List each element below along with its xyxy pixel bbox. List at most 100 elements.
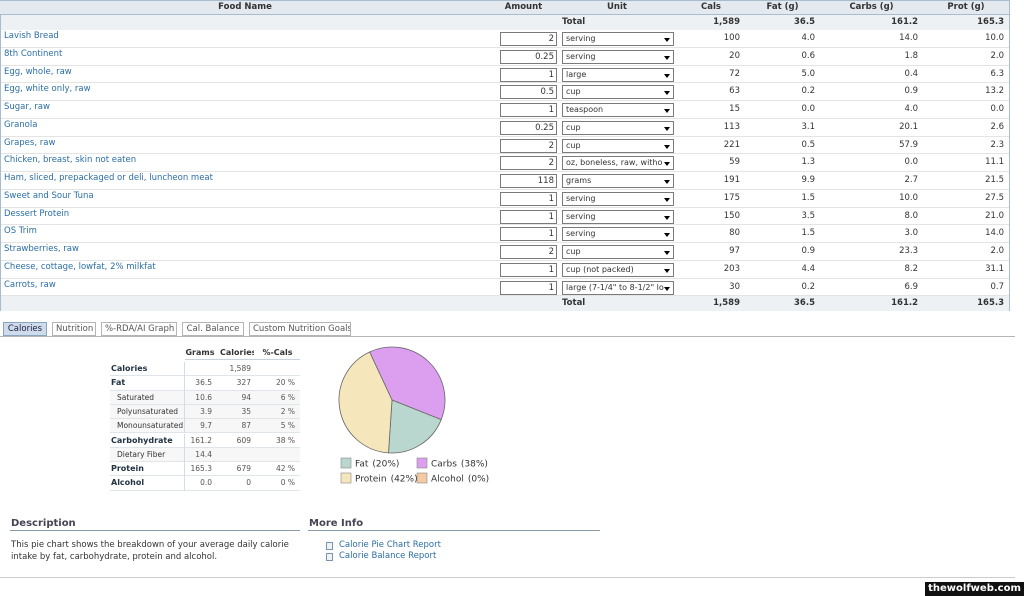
food-name[interactable]: OS Trim (4, 226, 37, 237)
dropdown-arrow (664, 162, 670, 167)
summary-label: Dietary Fiber (117, 449, 166, 459)
amount-input[interactable]: 118 (500, 174, 557, 188)
tab[interactable]: Cal. Balance (182, 322, 244, 336)
food-name[interactable]: Lavish Bread (4, 31, 59, 41)
nutrient-value: 2.3 (990, 139, 1004, 150)
nutrient-value: 221 (723, 139, 740, 150)
summary-value: 0 % (280, 478, 295, 488)
amount-input[interactable]: 1 (500, 67, 557, 82)
nutrient-value: 20.1 (899, 121, 918, 132)
amount-input[interactable]: 1 (500, 227, 557, 242)
unit-select[interactable]: cup (562, 85, 674, 100)
nutrient-value: 97 (729, 246, 740, 256)
summary-value: 36.5 (195, 378, 212, 388)
summary-row (110, 404, 300, 420)
nutrient-value: 20 (729, 50, 740, 61)
amount-input[interactable]: 2 (500, 138, 557, 153)
dropdown-arrow (664, 180, 670, 184)
tab[interactable]: %-RDA/AI Graph (101, 322, 177, 336)
food-name[interactable]: Egg, whole, raw (4, 66, 72, 77)
food-row (1, 119, 1009, 137)
tab[interactable]: Calories (3, 322, 47, 336)
unit-select[interactable]: teaspoon (562, 103, 674, 117)
total-value: 36.5 (794, 298, 815, 308)
summary-row (110, 390, 300, 405)
summary-value: 20 % (275, 378, 295, 388)
unit-select[interactable]: large (7-1/4" to 8-1/2" lo (562, 280, 674, 295)
food-name[interactable]: Sweet and Sour Tuna (4, 190, 94, 201)
unit-select[interactable]: serving (562, 49, 674, 64)
amount-input[interactable]: 1 (500, 262, 557, 277)
link-icon (326, 542, 333, 550)
summary-value: 327 (236, 378, 251, 388)
dropdown-arrow (664, 144, 670, 149)
nutrient-value: 59 (729, 157, 740, 168)
nutrient-value: 27.5 (985, 192, 1004, 203)
unit-select[interactable]: serving (562, 32, 674, 46)
food-name[interactable]: Granola (4, 119, 38, 130)
report-link[interactable]: Calorie Balance Report (339, 551, 437, 561)
nutrient-value: 23.3 (899, 246, 918, 256)
unit-select[interactable]: large (562, 67, 674, 82)
amount-input[interactable]: 0.5 (500, 85, 557, 100)
food-name[interactable]: Strawberries, raw (4, 244, 79, 254)
amount-input[interactable]: 2 (500, 245, 557, 259)
food-name[interactable]: Egg, white only, raw (4, 84, 91, 95)
nutrient-value: 8.0 (904, 210, 918, 221)
food-name[interactable]: Grapes, raw (4, 137, 56, 148)
summary-value: 94 (241, 392, 251, 402)
legend-value: (0%) (468, 475, 489, 485)
summary-label: Alcohol (111, 478, 145, 488)
unit-select[interactable]: serving (562, 227, 674, 242)
amount-input[interactable]: 1 (500, 191, 557, 206)
nutrient-value: 21.5 (985, 175, 1004, 185)
legend-label: Alcohol (0%) (431, 475, 489, 485)
tab[interactable]: Custom Nutrition Goals (249, 322, 351, 336)
summary-row (110, 476, 300, 491)
food-name[interactable]: Dessert Protein (4, 208, 70, 219)
unit-select[interactable]: serving (562, 209, 674, 224)
legend-value: (42%) (391, 475, 418, 485)
legend-value: (38%) (461, 460, 488, 470)
nutrient-value: 1.8 (904, 50, 918, 61)
amount-input[interactable]: 1 (500, 280, 557, 295)
tab[interactable]: Nutrition (52, 322, 96, 336)
amount-input[interactable]: 0.25 (500, 120, 557, 135)
total-value: 161.2 (891, 298, 918, 308)
summary-label: Fat (111, 378, 126, 388)
unit-select[interactable]: oz, boneless, raw, witho (562, 156, 674, 171)
unit-select[interactable]: cup (562, 138, 674, 153)
table-border (1009, 0, 1010, 311)
nutrient-value: 2.6 (990, 121, 1004, 132)
unit-select[interactable]: cup (not packed) (562, 262, 674, 277)
nutrient-value: 6.9 (904, 281, 918, 292)
amount-input[interactable]: 2 (500, 156, 557, 171)
nutrient-value: 30 (729, 281, 740, 292)
nutrient-value: 6.3 (990, 68, 1004, 79)
food-name[interactable]: 8th Continent (4, 48, 63, 59)
food-row (1, 137, 1009, 155)
food-name[interactable]: Carrots, raw (4, 279, 56, 290)
column-divider (184, 419, 185, 434)
food-name[interactable]: Sugar, raw (4, 102, 50, 112)
food-row (1, 190, 1009, 208)
amount-input[interactable]: 2 (500, 32, 557, 46)
food-name[interactable]: Chicken, breast, skin not eaten (4, 155, 137, 166)
nutrient-value: 0.4 (904, 68, 918, 79)
food-name[interactable]: Ham, sliced, prepackaged or deli, lunche… (4, 173, 213, 183)
amount-input[interactable]: 1 (500, 209, 557, 224)
unit-select[interactable]: cup (562, 120, 674, 135)
pie-slice (388, 399, 442, 454)
unit-select[interactable]: grams (562, 174, 674, 188)
unit-select[interactable]: cup (562, 245, 674, 259)
dropdown-arrow (664, 73, 670, 78)
column-divider (184, 376, 185, 391)
food-name[interactable]: Cheese, cottage, lowfat, 2% milkfat (4, 261, 156, 272)
report-link[interactable]: Calorie Pie Chart Report (339, 540, 441, 550)
nutrient-value: 2.0 (990, 246, 1004, 256)
nutrient-value: 13.2 (985, 86, 1004, 97)
amount-input[interactable]: 0.25 (500, 49, 557, 64)
amount-input[interactable]: 1 (500, 103, 557, 117)
pie-slice (338, 351, 393, 454)
unit-select[interactable]: serving (562, 191, 674, 206)
